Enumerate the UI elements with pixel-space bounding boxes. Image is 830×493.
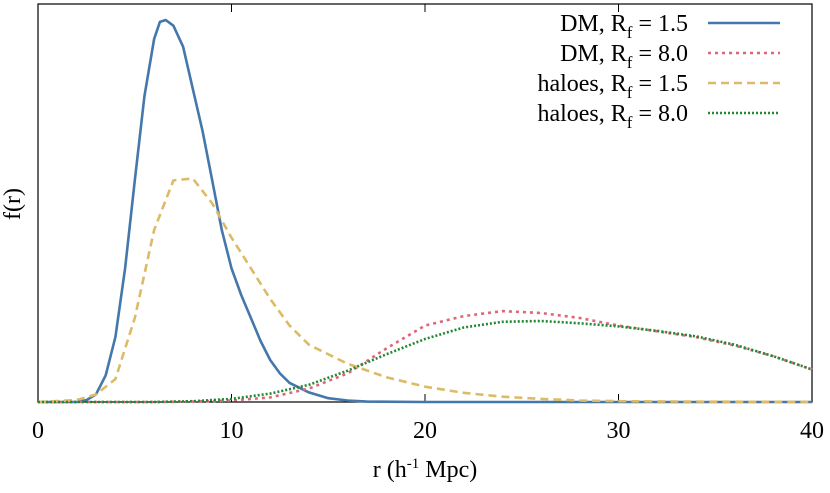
x-tick-label-3: 30 <box>607 418 631 444</box>
series-layer <box>37 18 813 404</box>
legend-label-1: DM, Rf = 8.0 <box>560 41 688 72</box>
legend-label-value-3: = 8.0 <box>632 101 688 127</box>
x-tick-label-4: 40 <box>800 418 824 444</box>
y-axis-title: f(r) <box>0 188 26 220</box>
x-axis-title: r (h-1 Mpc) <box>373 456 477 483</box>
x-tick-label-1: 10 <box>220 418 244 444</box>
legend-label-value-1: = 8.0 <box>632 41 688 67</box>
series-line-3 <box>38 319 813 404</box>
plot-frame <box>37 3 813 403</box>
legend-label-sub-1: f <box>627 53 633 72</box>
x-axis-ticks: 0 10 20 30 40 <box>32 4 824 444</box>
legend-label-2: haloes, Rf = 1.5 <box>537 71 688 102</box>
x-tick-label-0: 0 <box>32 418 44 444</box>
legend-label-0: DM, Rf = 1.5 <box>560 11 688 42</box>
x-axis-title-sup: -1 <box>407 456 420 472</box>
legend-label-name-2: haloes, R <box>537 71 626 97</box>
legend-label-value-0: = 1.5 <box>632 11 688 37</box>
series-line-1 <box>38 309 813 404</box>
legend-label-name-1: DM, R <box>560 41 627 67</box>
x-axis-title-main: r (h <box>373 457 407 483</box>
x-tick-label-2: 20 <box>413 418 437 444</box>
series-line-0 <box>38 18 812 404</box>
legend-label-sub-2: f <box>627 83 633 102</box>
x-axis-title-rest: Mpc) <box>419 457 477 483</box>
legend-label-sub-0: f <box>627 23 633 42</box>
legend-label-name-0: DM, R <box>560 11 627 37</box>
legend-label-name-3: haloes, R <box>537 101 626 127</box>
legend-label-value-2: = 1.5 <box>632 71 688 97</box>
legend-label-3: haloes, Rf = 8.0 <box>537 101 688 132</box>
series-line-2 <box>37 177 813 404</box>
legend-label-sub-3: f <box>627 113 633 132</box>
